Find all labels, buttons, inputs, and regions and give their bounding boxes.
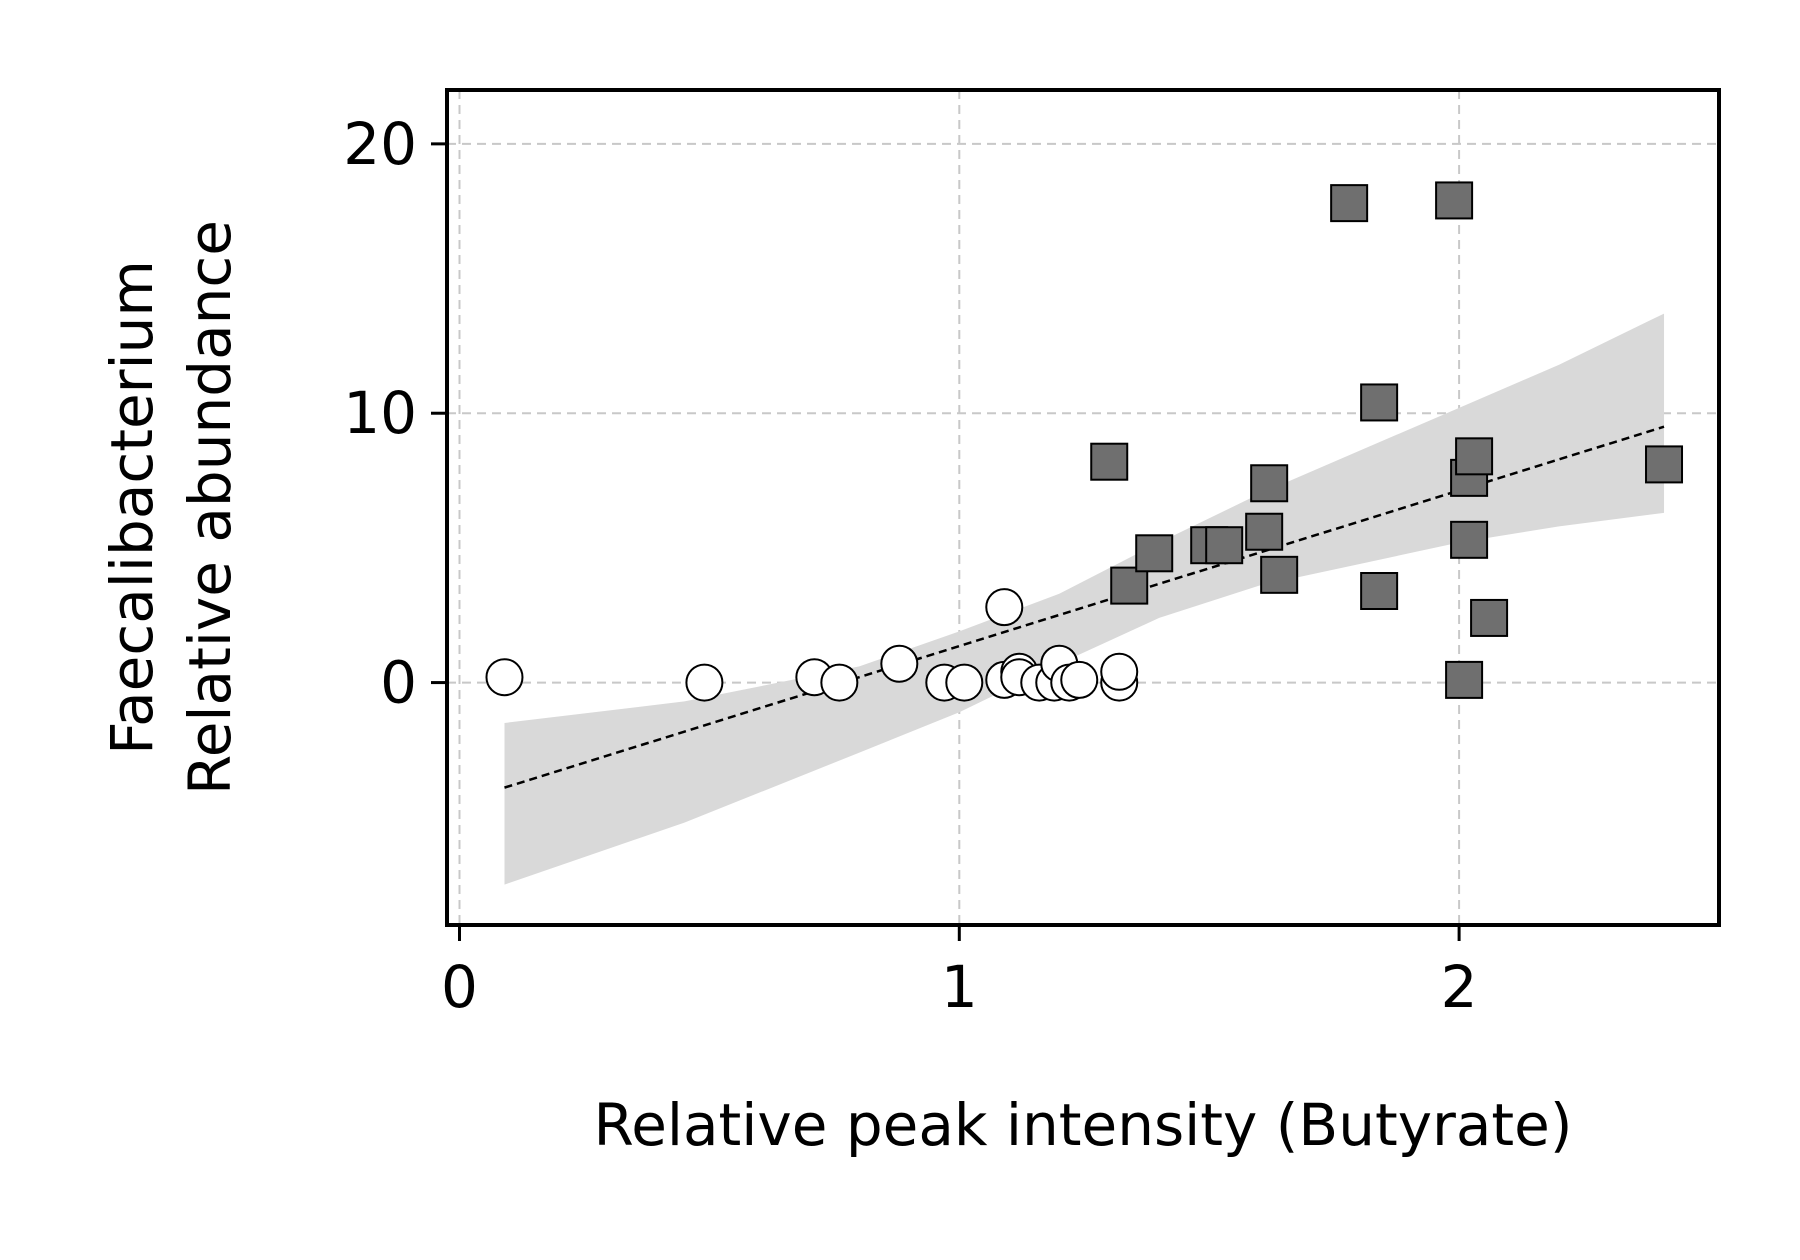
- square-point-2: [1135, 534, 1174, 573]
- regression-fit-line: [504, 425, 1665, 789]
- square-point-9: [1360, 383, 1399, 422]
- data-points-layer: [485, 181, 1684, 702]
- confidence-band: [504, 313, 1665, 885]
- circle-point-4: [880, 644, 919, 683]
- square-point-1: [1110, 566, 1149, 605]
- square-point-15: [1455, 437, 1494, 476]
- x-axis-title: Relative peak intensity (Butyrate): [594, 1091, 1573, 1159]
- circle-point-15: [1060, 660, 1099, 699]
- circle-point-6: [945, 663, 984, 702]
- y-tick-label-1: 10: [343, 379, 417, 447]
- square-point-7: [1260, 555, 1299, 594]
- x-tick-label-1: 1: [941, 953, 978, 1021]
- y-tick-label-0: 0: [380, 649, 417, 717]
- circle-point-0: [485, 658, 524, 697]
- x-tick-label-0: 0: [441, 953, 478, 1021]
- square-point-0: [1090, 442, 1129, 481]
- x-tick-label-2: 2: [1441, 953, 1478, 1021]
- circle-point-3: [820, 663, 859, 702]
- circle-point-7: [985, 588, 1024, 627]
- square-point-14: [1450, 520, 1489, 559]
- square-point-4: [1205, 526, 1244, 565]
- y-axis-title-line-2: Relative abundance: [176, 220, 244, 795]
- y-tick-label-2: 20: [343, 110, 417, 178]
- square-point-10: [1360, 572, 1399, 610]
- square-point-12: [1445, 660, 1484, 699]
- circle-point-17: [1100, 652, 1139, 691]
- square-point-6: [1250, 464, 1289, 503]
- square-point-16: [1470, 598, 1509, 637]
- square-point-8: [1330, 184, 1369, 223]
- square-point-17: [1645, 445, 1684, 484]
- square-point-11: [1435, 181, 1474, 220]
- square-point-5: [1245, 512, 1284, 551]
- circle-point-1: [685, 663, 724, 702]
- plot-frame: [445, 88, 1721, 927]
- confidence-band-layer: [504, 313, 1665, 885]
- y-axis-title-line-1: Faecalibacterium: [98, 260, 166, 755]
- fit-line-layer: [504, 425, 1665, 789]
